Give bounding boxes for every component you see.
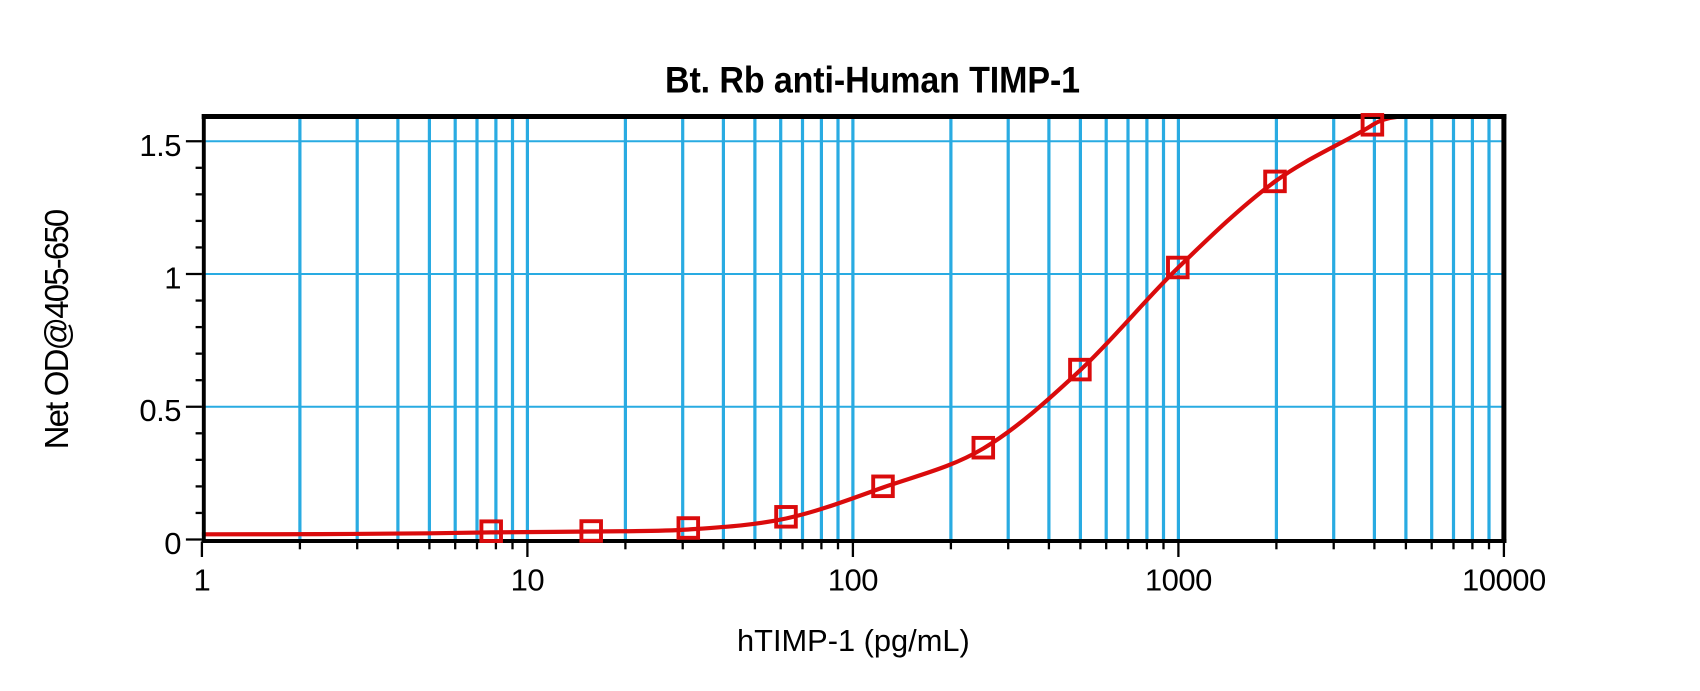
svg-text:1000: 1000 bbox=[1145, 562, 1212, 597]
svg-text:1: 1 bbox=[164, 261, 181, 296]
svg-text:1: 1 bbox=[194, 562, 211, 597]
svg-text:10: 10 bbox=[511, 562, 545, 597]
svg-text:0.5: 0.5 bbox=[139, 393, 181, 428]
svg-text:0: 0 bbox=[164, 526, 181, 561]
svg-text:Net OD@405-650: Net OD@405-650 bbox=[38, 209, 75, 449]
svg-text:hTIMP-1 (pg/mL): hTIMP-1 (pg/mL) bbox=[737, 623, 970, 658]
svg-text:10000: 10000 bbox=[1462, 562, 1546, 597]
svg-text:1.5: 1.5 bbox=[139, 128, 181, 163]
svg-text:Bt. Rb anti-Human TIMP-1: Bt. Rb anti-Human TIMP-1 bbox=[665, 59, 1080, 101]
svg-text:100: 100 bbox=[828, 562, 878, 597]
